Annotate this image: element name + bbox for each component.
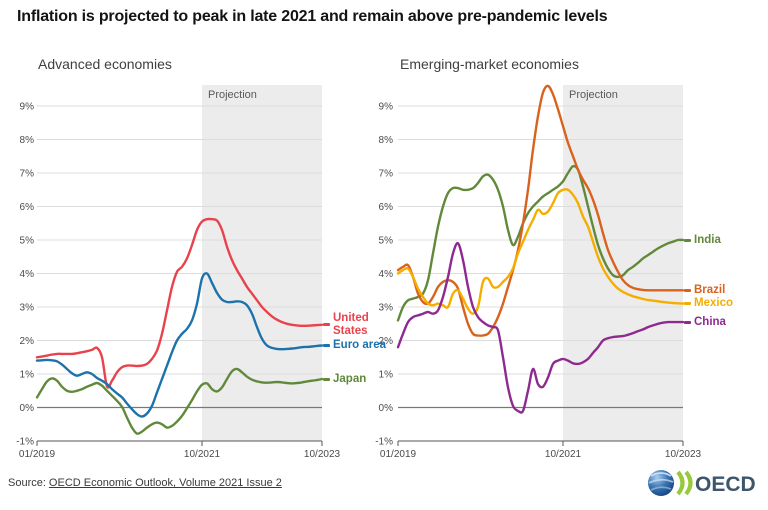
- line-japan: [35, 367, 324, 435]
- source-line: Source: OECD Economic Outlook, Volume 202…: [8, 477, 282, 489]
- y-axis-label: 7%: [20, 169, 35, 180]
- line-euro-area: [35, 272, 324, 418]
- y-axis-label: 3%: [379, 303, 394, 314]
- double-chevron-icon: [676, 470, 693, 496]
- y-axis-label: 4%: [379, 269, 394, 280]
- series-label-japan: Japan: [333, 372, 367, 385]
- line-india: [396, 164, 685, 322]
- series-dash-united-states: [323, 323, 330, 327]
- series-dash-japan: [323, 377, 330, 381]
- line-china: [396, 241, 685, 414]
- y-axis-label: 6%: [379, 202, 394, 213]
- y-axis-label: 1%: [20, 370, 35, 381]
- series-label-united-states: United States: [333, 312, 369, 337]
- x-axis-label: 01/2019: [19, 449, 56, 460]
- series-label-brazil: Brazil: [694, 284, 726, 296]
- x-axis-label: 10/2023: [665, 449, 702, 460]
- series-dash-brazil: [684, 288, 691, 292]
- y-axis-label: 9%: [379, 102, 394, 113]
- series-label-euro-area: Euro area: [333, 339, 387, 352]
- source-prefix: Source:: [8, 477, 46, 489]
- y-axis-label: 4%: [20, 269, 35, 280]
- y-axis-label: 5%: [20, 236, 35, 247]
- y-axis-label: 1%: [379, 370, 394, 381]
- source-link[interactable]: OECD Economic Outlook, Volume 2021 Issue…: [48, 477, 282, 489]
- subtitle-emerging-economies: Emerging-market economies: [400, 56, 579, 72]
- oecd-logo-text: OECD: [695, 473, 756, 496]
- series-label-china: China: [694, 315, 726, 328]
- x-axis-label: 10/2021: [184, 449, 221, 460]
- line-mexico: [396, 188, 685, 315]
- y-axis-label: 0%: [20, 403, 35, 414]
- x-axis-label: 10/2021: [545, 449, 582, 460]
- series-dash-china: [684, 320, 691, 324]
- y-axis-label: 6%: [20, 202, 35, 213]
- series-dash-india: [684, 238, 691, 242]
- y-axis-label: 5%: [379, 236, 394, 247]
- y-axis-label: 8%: [20, 135, 35, 146]
- projection-region: [202, 85, 322, 441]
- line-brazil: [396, 84, 685, 337]
- series-label-mexico: Mexico: [694, 297, 733, 310]
- projection-region: [563, 85, 683, 441]
- globe-icon: [648, 470, 674, 496]
- series-label-india: India: [694, 233, 721, 246]
- projection-label: Projection: [569, 89, 618, 101]
- y-axis-label: 7%: [379, 169, 394, 180]
- page-title: Inflation is projected to peak in late 2…: [17, 8, 608, 25]
- y-axis-label: 3%: [20, 303, 35, 314]
- oecd-logo: OECD: [646, 465, 762, 506]
- line-united-states: [35, 217, 324, 389]
- series-dash-euro-area: [323, 344, 330, 348]
- x-axis-label: 10/2023: [304, 449, 341, 460]
- subtitle-advanced-economies: Advanced economies: [38, 56, 172, 72]
- series-dash-mexico: [684, 302, 691, 306]
- y-axis-label: 0%: [379, 403, 394, 414]
- y-axis-label: -1%: [16, 437, 34, 448]
- y-axis-label: -1%: [375, 437, 393, 448]
- x-axis-label: 01/2019: [380, 449, 417, 460]
- y-axis-label: 2%: [20, 336, 35, 347]
- oecd-logo-graphic: OECD: [648, 470, 756, 496]
- y-axis-label: 9%: [20, 102, 35, 113]
- y-axis-label: 8%: [379, 135, 394, 146]
- projection-label: Projection: [208, 89, 257, 101]
